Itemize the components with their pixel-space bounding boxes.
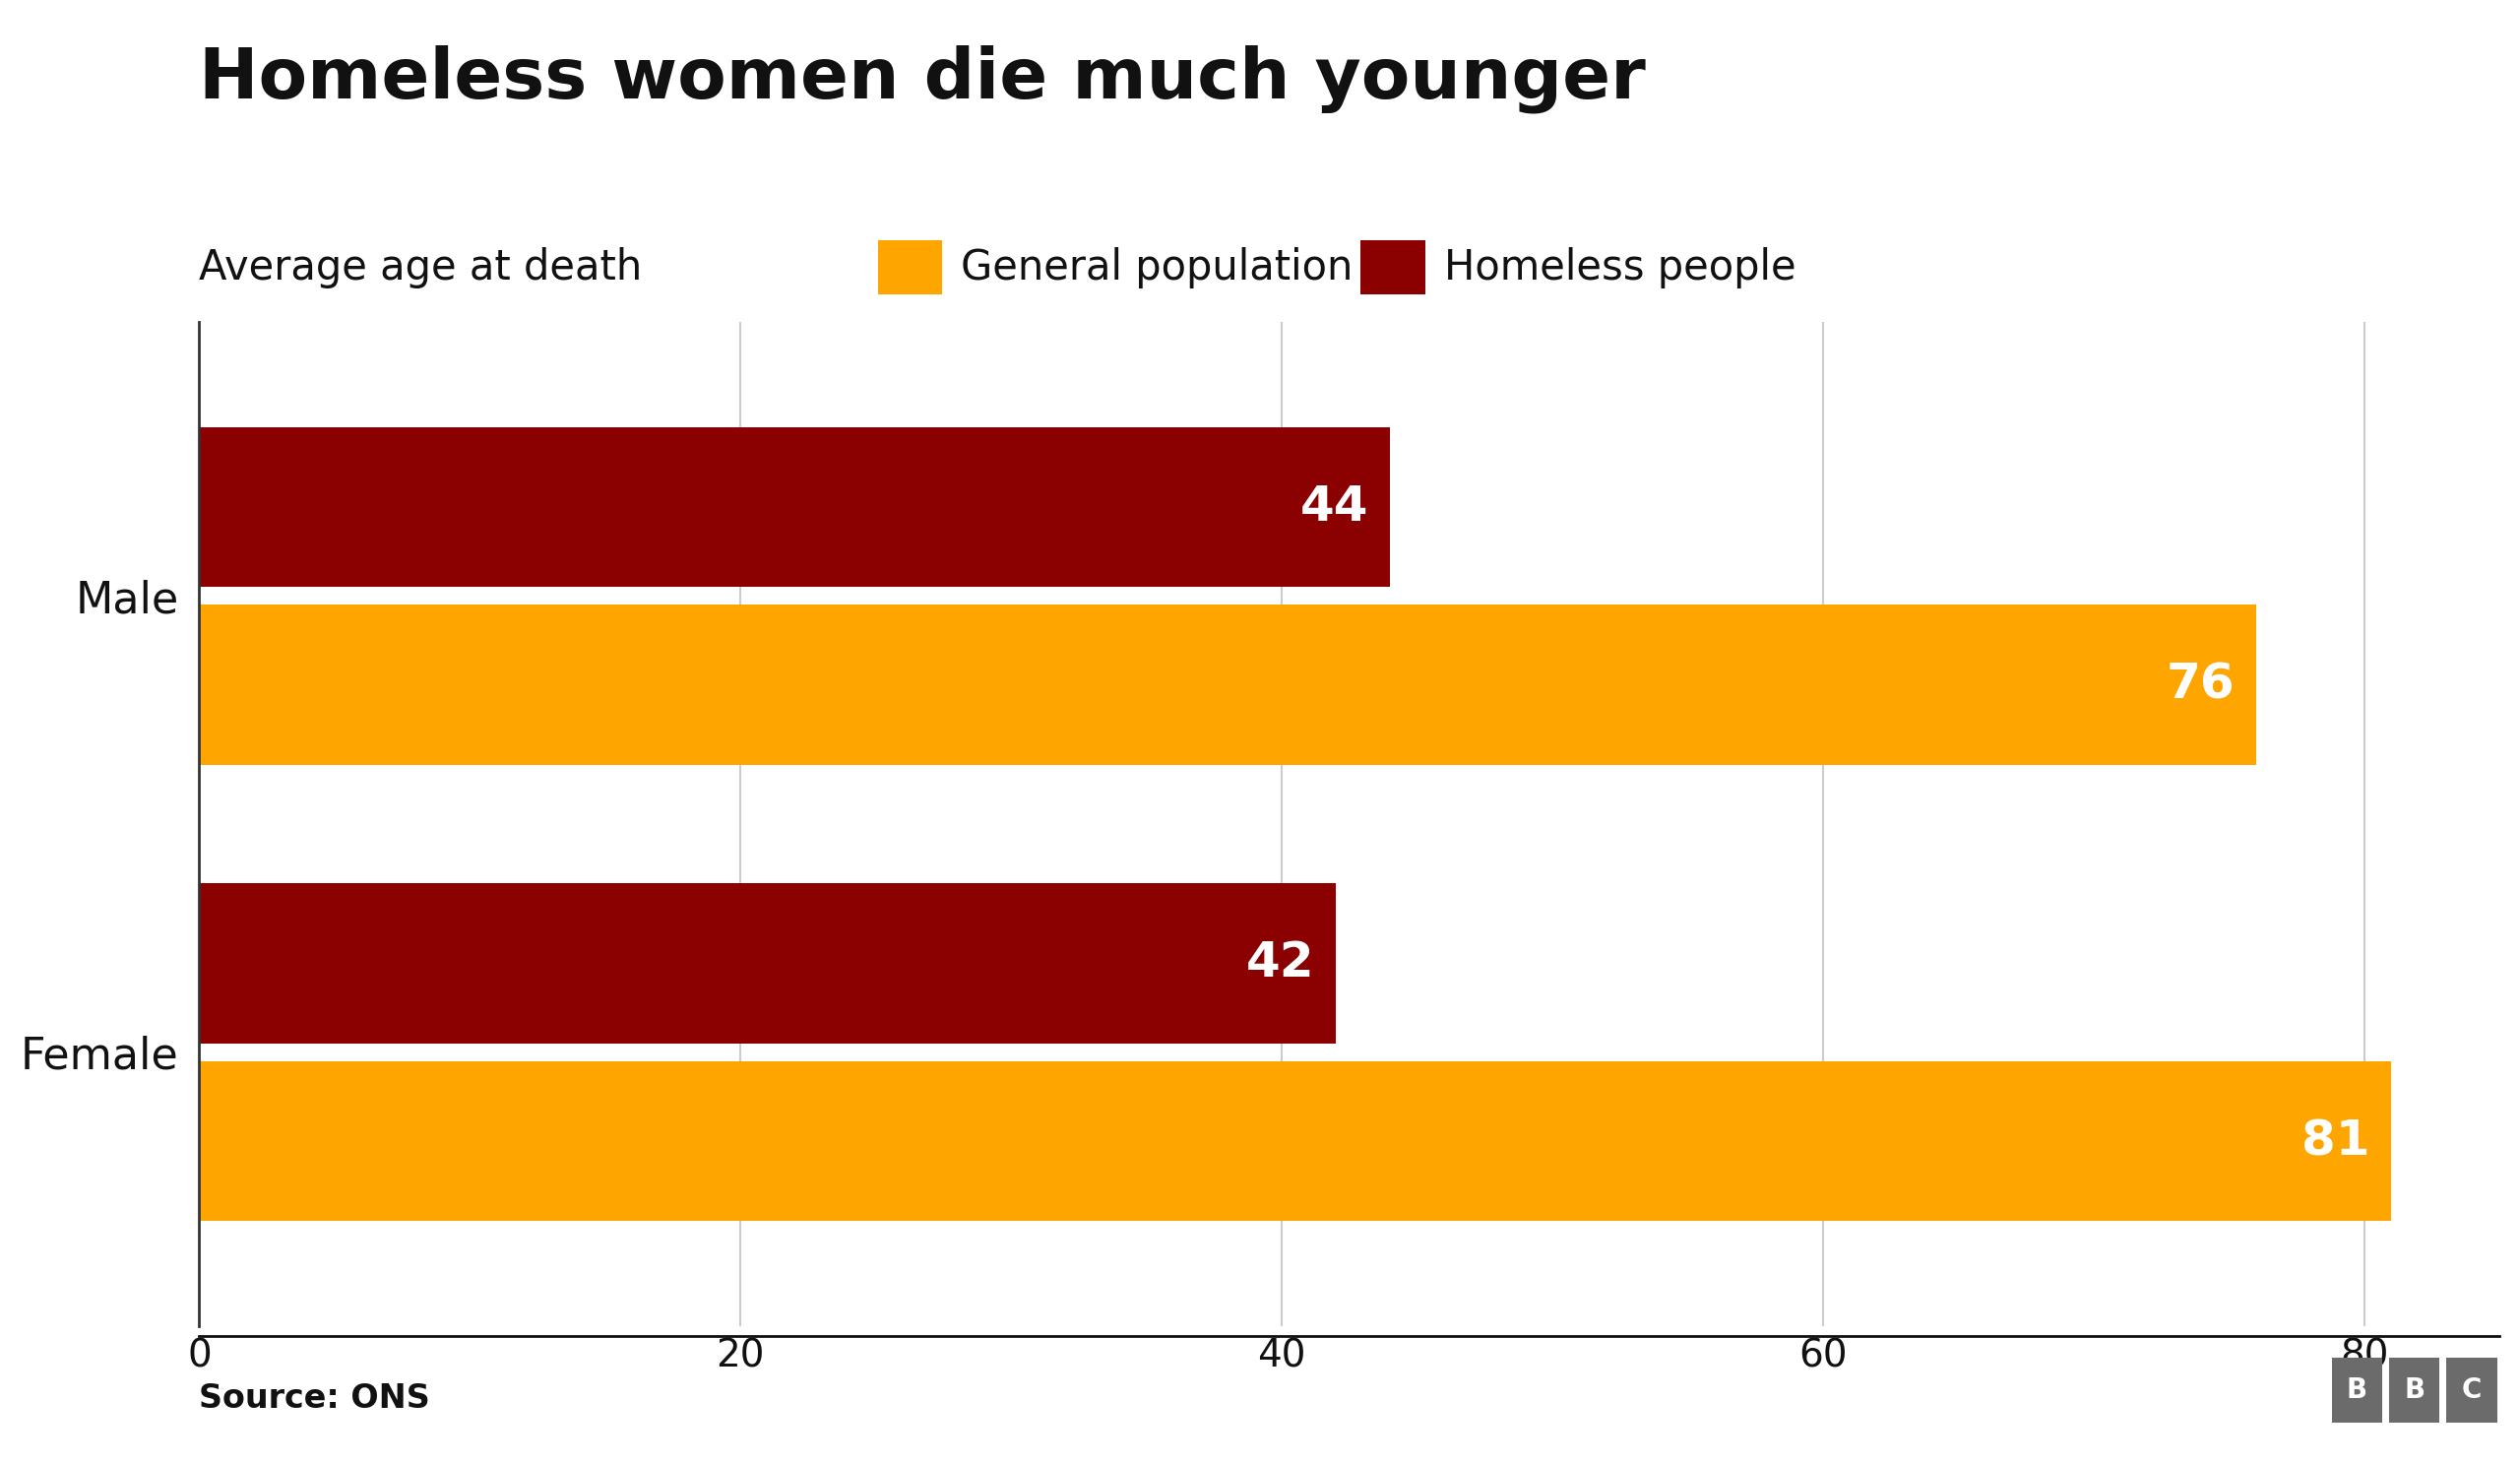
Text: Average age at death: Average age at death: [199, 247, 643, 288]
FancyBboxPatch shape: [1361, 240, 1426, 294]
Text: B: B: [2404, 1376, 2424, 1404]
FancyBboxPatch shape: [877, 240, 942, 294]
Text: 44: 44: [1300, 483, 1368, 530]
Text: Source: ONS: Source: ONS: [199, 1382, 431, 1416]
Text: Homeless women die much younger: Homeless women die much younger: [199, 44, 1646, 113]
Bar: [199, 883, 1336, 1044]
FancyBboxPatch shape: [2447, 1359, 2497, 1423]
Text: 76: 76: [2165, 662, 2235, 709]
FancyBboxPatch shape: [2389, 1359, 2439, 1423]
Bar: [199, 427, 1391, 587]
Text: C: C: [2462, 1376, 2482, 1404]
Bar: [199, 605, 2255, 764]
Text: 42: 42: [1245, 940, 1315, 987]
Bar: [199, 1061, 2391, 1221]
Text: General population: General population: [960, 247, 1353, 288]
Text: 81: 81: [2301, 1117, 2369, 1165]
FancyBboxPatch shape: [2331, 1359, 2381, 1423]
Text: B: B: [2346, 1376, 2366, 1404]
Text: Homeless people: Homeless people: [1444, 247, 1797, 288]
